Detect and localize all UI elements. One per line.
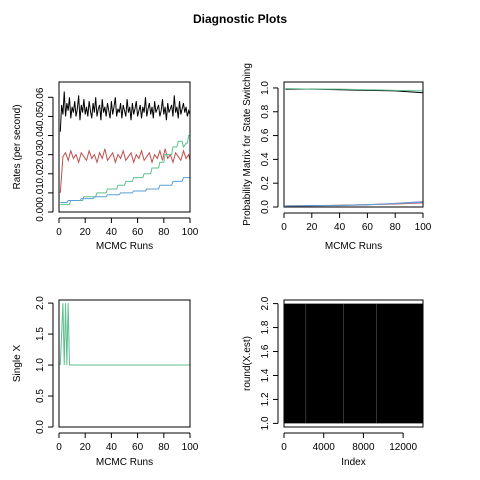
series-line <box>285 201 423 207</box>
y-tick-label: 0.6 <box>260 128 271 142</box>
series-line <box>59 148 190 193</box>
y-tick-label: 0.00 <box>35 202 46 222</box>
x-tick-label: 80 <box>390 222 402 233</box>
x-axis-label: MCMC Runs <box>96 241 153 252</box>
y-axis-label: Rates (per second) <box>12 104 23 189</box>
y-tick-label: 1.6 <box>260 344 271 358</box>
y-tick-label: 1.4 <box>260 368 271 382</box>
x-tick-label: 100 <box>182 442 199 453</box>
y-tick-label: 1.0 <box>260 416 271 430</box>
y-tick-label: 2.0 <box>260 296 271 310</box>
x-tick-label: 40 <box>106 442 118 453</box>
plot-frame <box>58 299 191 428</box>
y-tick-label: 1.8 <box>260 320 271 334</box>
y-tick-label: 0.02 <box>35 164 46 184</box>
x-tick-label: 20 <box>80 227 92 238</box>
y-tick-label: 1.5 <box>35 327 46 341</box>
series-line <box>59 91 190 132</box>
series-line <box>284 303 423 424</box>
x-tick-label: 40 <box>106 227 118 238</box>
x-tick-label: 0 <box>56 227 62 238</box>
x-axis-label: MCMC Runs <box>96 457 153 468</box>
x-axis-label: MCMC Runs <box>325 241 382 252</box>
figure-title: Diagnostic Plots <box>193 12 287 26</box>
y-tick-label: 0.5 <box>35 389 46 403</box>
y-axis-label: Probability Matrix for State Switching <box>242 63 253 226</box>
series-line <box>285 88 423 92</box>
x-tick-label: 60 <box>132 227 144 238</box>
x-tick-label: 40 <box>334 222 346 233</box>
x-axis-label: Index <box>341 457 365 468</box>
x-tick-label: 0 <box>281 222 287 233</box>
y-tick-label: 0.06 <box>35 87 46 107</box>
y-tick-label: 0.05 <box>35 106 46 126</box>
x-tick-label: 4000 <box>313 442 336 453</box>
x-tick-label: 100 <box>182 227 199 238</box>
x-tick-label: 0 <box>281 442 287 453</box>
y-tick-label: 1.0 <box>260 81 271 95</box>
y-tick-label: 0.8 <box>260 104 271 118</box>
plot-frame <box>58 81 191 213</box>
series-line <box>59 303 190 366</box>
x-tick-label: 0 <box>56 442 62 453</box>
series-line <box>60 177 190 203</box>
plot-area <box>284 303 423 424</box>
y-tick-label: 0.01 <box>35 183 46 203</box>
panel-3: 0 20 40 60 80 100 0.0 0.5 1.0 1.5 2.0 MCMC Runs Sing… <box>12 296 199 468</box>
plot-frame <box>283 81 424 208</box>
y-tick-label: 2.0 <box>35 296 46 310</box>
panel-1: 0 20 40 60 80 100 0.000.010.020.030.040.050.06… <box>12 81 199 252</box>
y-axis-label: Single X <box>12 345 23 383</box>
x-tick-label: 60 <box>132 442 144 453</box>
y-tick-label: 0.03 <box>35 144 46 164</box>
chart-panels: 0 20 40 60 80 1000.000.010.020.030.040.050.06… <box>12 63 432 468</box>
x-tick-label: 60 <box>362 222 374 233</box>
x-tick-label: 8000 <box>352 442 375 453</box>
y-axis-label: round(X.est) <box>242 336 253 391</box>
plot-area <box>59 91 190 205</box>
x-tick-label: 100 <box>415 222 432 233</box>
series-line <box>60 135 190 205</box>
plot-area <box>285 88 423 207</box>
x-tick-label: 80 <box>158 442 170 453</box>
y-tick-label: 0.0 <box>35 420 46 434</box>
plot-area <box>59 303 190 366</box>
x-tick-label: 12000 <box>389 442 417 453</box>
panel-4: 0 4000 8000 12000 1.0 1.2 1.4 1.6 1.8 2.0 Index rou… <box>242 296 424 468</box>
y-tick-label: 0.4 <box>260 152 271 166</box>
y-tick-label: 1.0 <box>35 358 46 372</box>
x-tick-label: 20 <box>306 222 318 233</box>
y-tick-label: 0.04 <box>35 125 46 145</box>
x-tick-label: 80 <box>158 227 170 238</box>
y-tick-label: 1.2 <box>260 392 271 406</box>
y-tick-label: 0.0 <box>260 200 271 214</box>
panel-2: 0 20 40 60 80 100 0.0 0.2 0.4 0.6 0.8 1.0 MCMC Runs P… <box>242 63 432 252</box>
y-tick-label: 0.2 <box>260 176 271 190</box>
plot-frame <box>283 299 424 428</box>
x-tick-label: 20 <box>80 442 92 453</box>
